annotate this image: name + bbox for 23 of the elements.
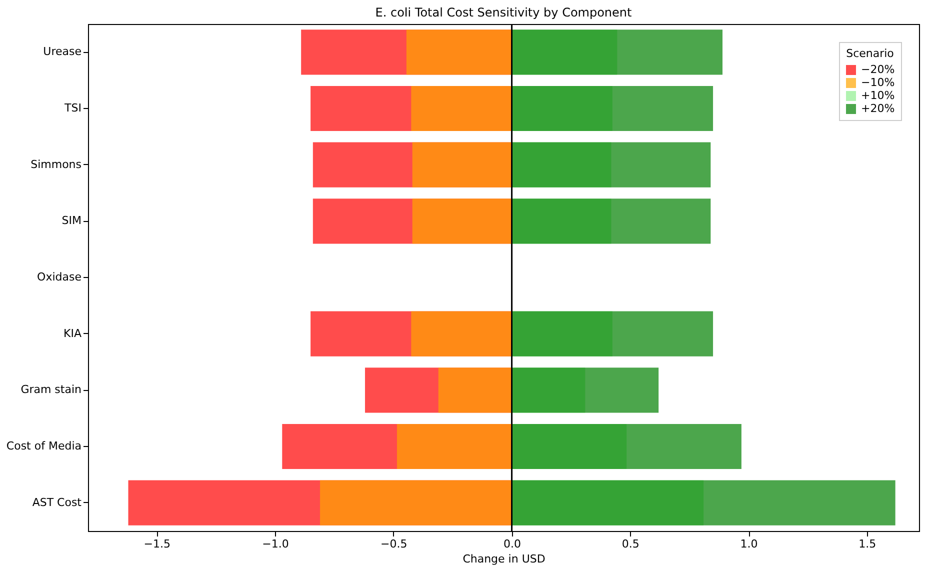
y-tick-label: AST Cost (32, 496, 82, 509)
x-tick-label: 1.5 (858, 538, 876, 550)
legend-label: +20% (861, 102, 895, 115)
y-tick-label: TSI (64, 102, 82, 114)
y-tick-label: Simmons (30, 158, 82, 171)
legend-label: −20% (861, 63, 895, 76)
x-tick-label: 1.0 (740, 538, 758, 550)
y-tick-label: Oxidase (37, 270, 82, 284)
x-axis-title: Change in USD (462, 552, 546, 566)
x-tick-label: −0.5 (380, 538, 408, 550)
y-tick-label: SIM (62, 214, 82, 228)
y-tick-label: Gram stain (20, 383, 82, 396)
x-tick-label: 0.5 (622, 538, 640, 550)
legend-title: Scenario (846, 47, 894, 60)
legend-label: −10% (861, 76, 895, 89)
chart-title: E. coli Total Cost Sensitivity by Component (375, 5, 632, 20)
x-tick-label: 0.0 (504, 538, 522, 550)
x-tick-label: −1.0 (262, 538, 289, 550)
y-tick-label: KIA (64, 326, 82, 340)
y-tick-label: Urease (43, 45, 82, 58)
x-tick-label: −1.5 (144, 538, 171, 550)
legend-label: +10% (861, 89, 895, 102)
y-tick-label: Cost of Media (6, 440, 82, 452)
